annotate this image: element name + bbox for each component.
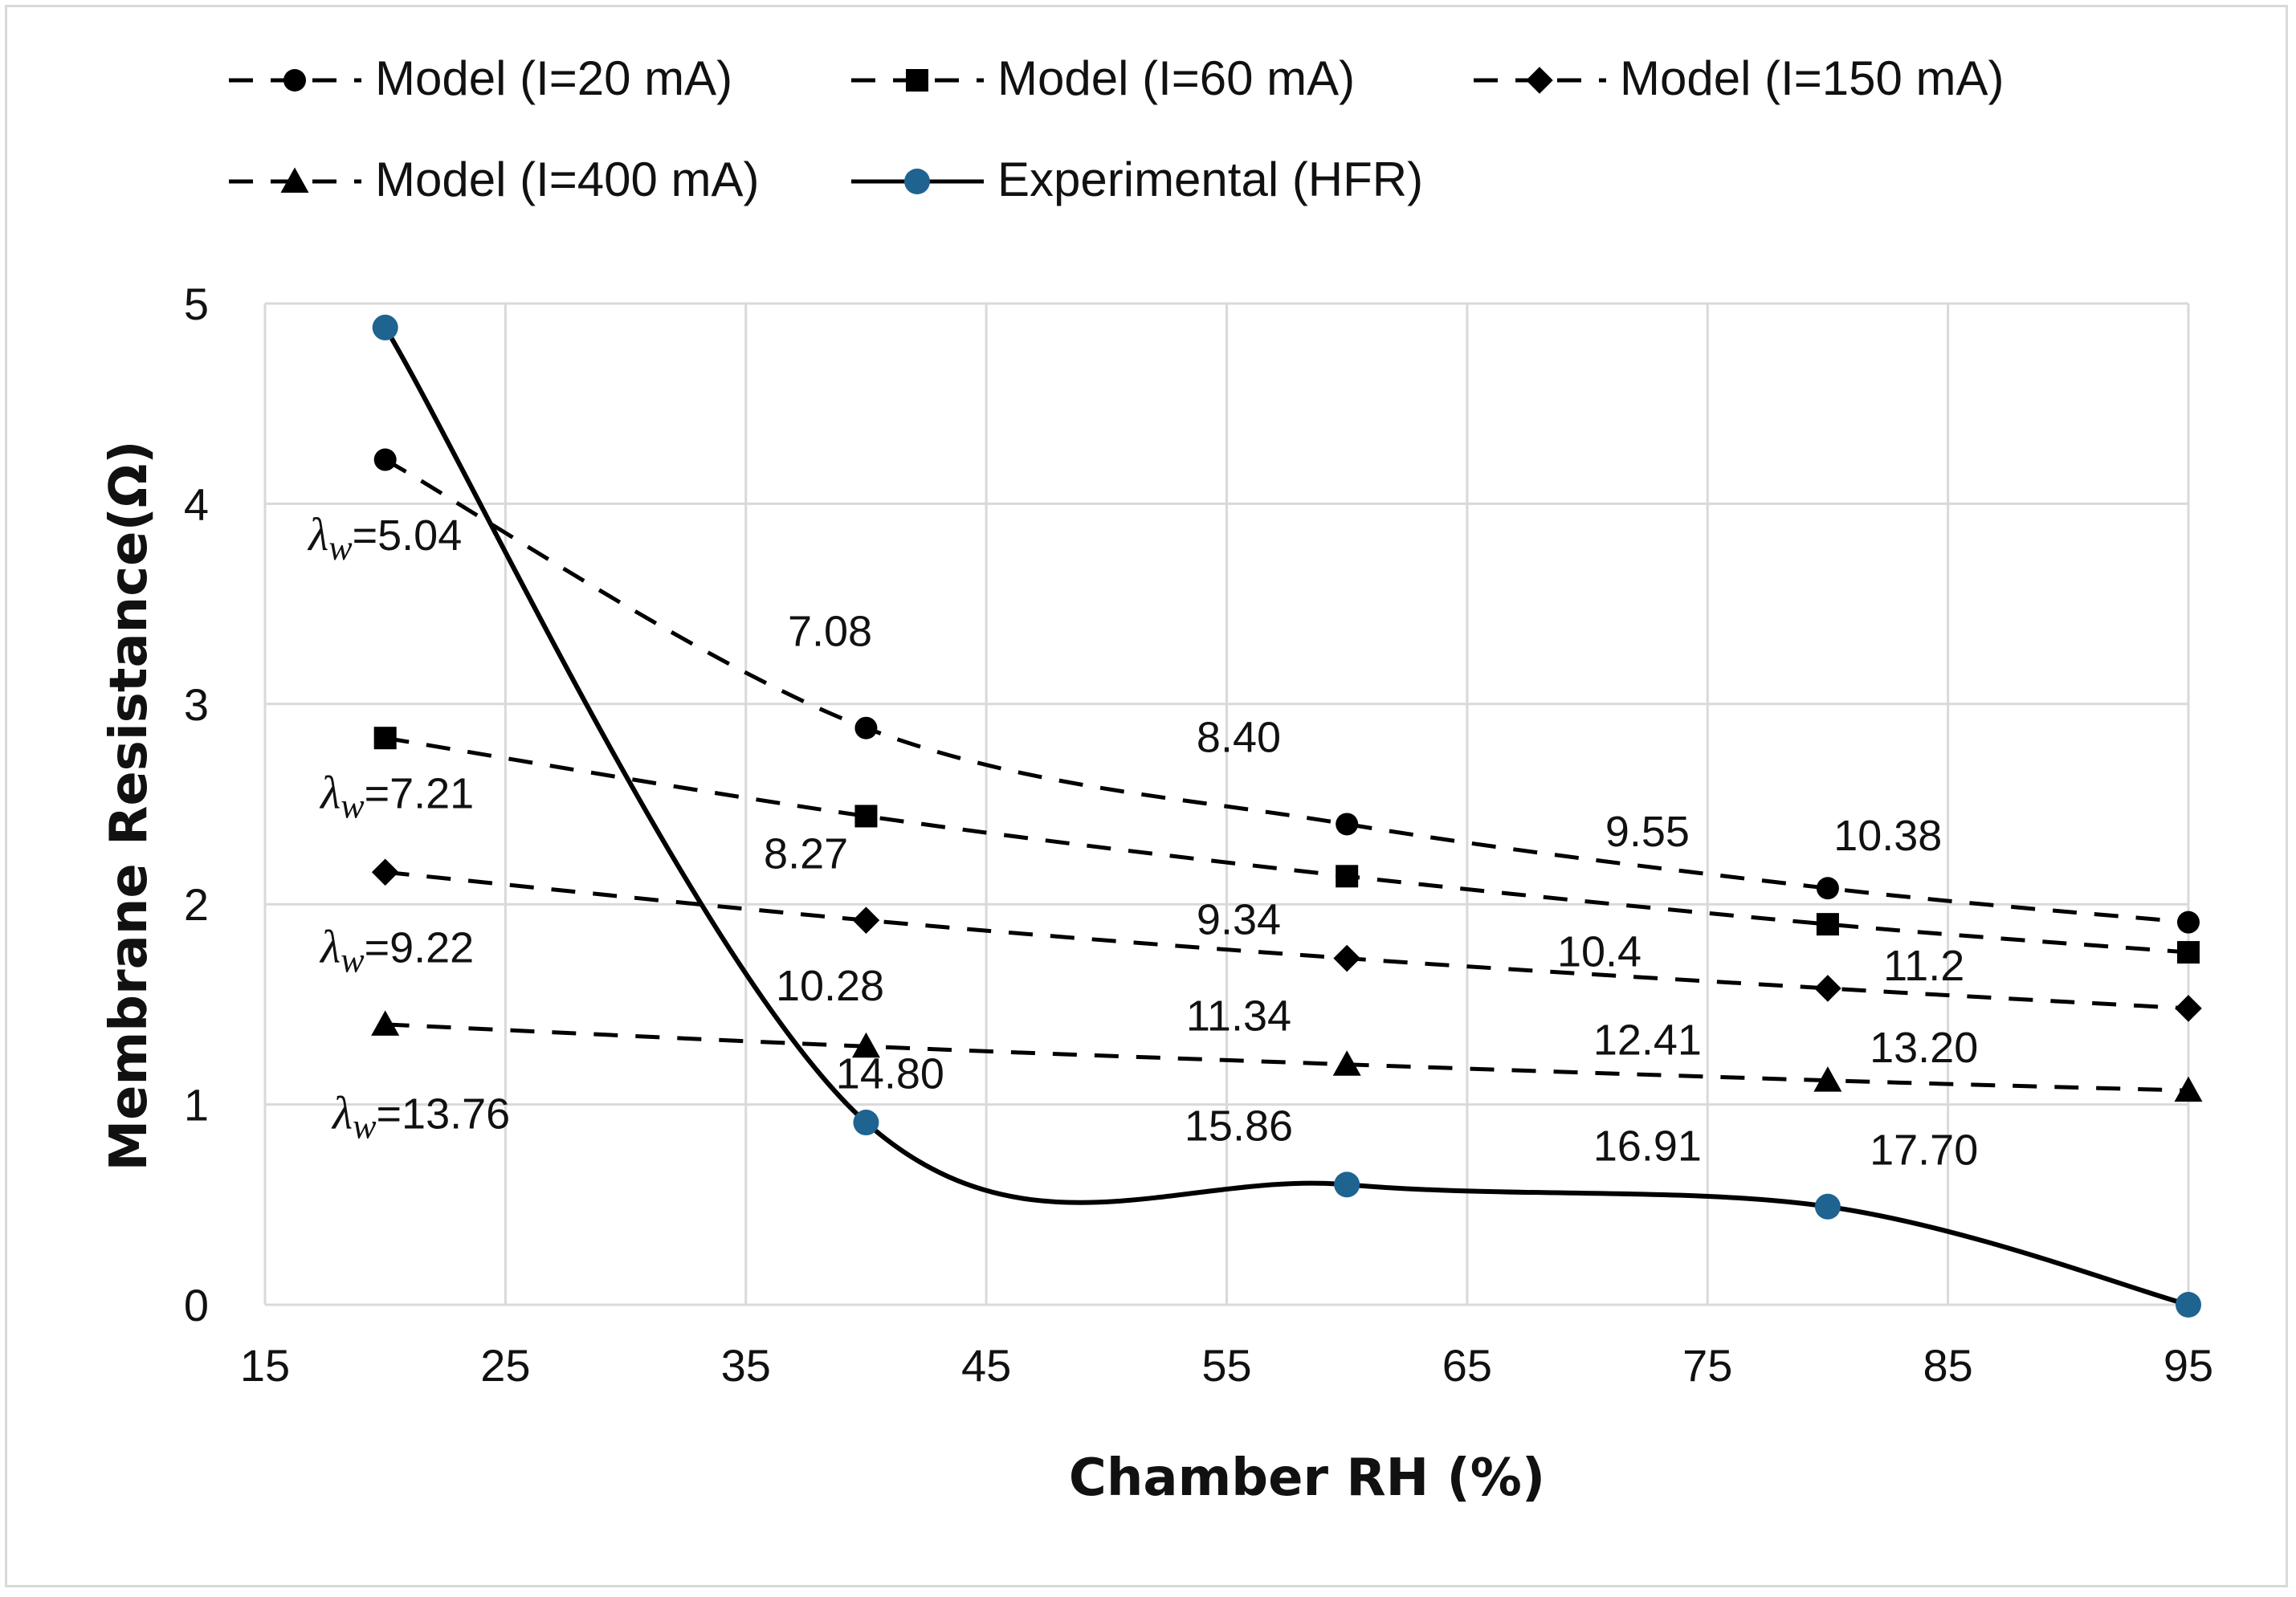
data-point-diamond	[371, 858, 399, 886]
series-line-4	[383, 326, 2189, 1307]
legend-label-1: Model (I=60 mA)	[997, 51, 1355, 105]
data-label: 8.27	[764, 829, 848, 878]
data-point-circle	[1814, 1193, 1841, 1220]
data-point-circle	[373, 448, 397, 471]
data-label: λw=9.22	[319, 921, 474, 980]
series-lines	[383, 326, 2189, 1307]
data-point-triangle	[1332, 1050, 1361, 1076]
x-tick-label: 15	[240, 1340, 290, 1391]
grid	[263, 302, 2190, 1306]
data-label: 11.2	[1883, 942, 1964, 990]
data-label: λw=5.04	[307, 508, 462, 568]
x-tick-label: 65	[1442, 1340, 1492, 1391]
data-point-square	[2177, 941, 2200, 964]
data-point-circle	[2177, 911, 2200, 934]
data-point-triangle	[280, 167, 309, 193]
y-tick-label: 0	[184, 1280, 209, 1330]
data-point-diamond	[2175, 995, 2202, 1022]
x-tick-label: 75	[1682, 1340, 1732, 1391]
data-label: λw=7.21	[319, 766, 474, 825]
y-tick-label: 4	[184, 479, 209, 529]
data-label: 17.70	[1870, 1126, 1978, 1174]
data-label: 14.80	[836, 1050, 944, 1098]
data-point-square	[854, 805, 878, 828]
y-tick-label: 3	[184, 679, 209, 730]
data-label: 8.40	[1197, 714, 1281, 762]
legend: Model (I=20 mA) Model (I=60 mA) Model (I=1…	[229, 51, 2004, 206]
data-label: 12.41	[1593, 1016, 1702, 1064]
y-tick-label: 2	[184, 879, 209, 930]
legend-label-4: Experimental (HFR)	[997, 153, 1423, 206]
data-label: 15.86	[1185, 1102, 1293, 1150]
data-point-diamond	[1526, 67, 1553, 94]
x-axis-title: Chamber RH (%)	[1069, 1448, 1545, 1508]
y-tick-label: 1	[184, 1080, 209, 1131]
data-point-circle	[2176, 1292, 2201, 1318]
x-tick-label: 35	[721, 1340, 771, 1391]
data-point-triangle	[1813, 1066, 1842, 1092]
data-labels: λw=5.04 7.08 8.40 9.55 10.38 λw=7.21 8.27 9.34 1…	[307, 508, 1978, 1175]
data-point-circle	[1816, 877, 1839, 900]
x-tick-label: 45	[961, 1340, 1011, 1391]
legend-label-3: Model (I=400 mA)	[375, 153, 760, 206]
data-label: 10.38	[1833, 812, 1942, 860]
x-tick-label: 55	[1201, 1340, 1251, 1391]
legend-label-0: Model (I=20 mA)	[375, 51, 732, 105]
series-line-2	[385, 870, 2189, 1011]
data-point-circle	[854, 716, 878, 739]
data-label: 11.34	[1186, 992, 1291, 1040]
data-point-square	[1816, 913, 1839, 936]
y-tick-label: 5	[184, 279, 209, 329]
data-label: 9.34	[1197, 896, 1281, 944]
data-point-circle	[904, 169, 930, 194]
x-tick-label: 85	[1923, 1340, 1972, 1391]
data-point-circle	[1336, 813, 1359, 836]
x-tick-label: 25	[480, 1340, 530, 1391]
series-line-0	[384, 458, 2189, 925]
y-axis-title: Membrane Resistance(Ω)	[100, 441, 159, 1171]
data-point-diamond	[1333, 944, 1360, 972]
data-point-diamond	[852, 906, 880, 934]
series-line-3	[385, 1022, 2189, 1093]
chart-frame	[5, 5, 2288, 1587]
data-point-square	[906, 69, 928, 92]
data-point-triangle	[851, 1032, 880, 1058]
data-label: 16.91	[1593, 1122, 1702, 1170]
data-point-circle	[283, 69, 306, 92]
data-point-diamond	[1814, 975, 1841, 1002]
data-point-circle	[1334, 1171, 1360, 1198]
data-label: 10.4	[1557, 928, 1641, 976]
markers	[371, 314, 2203, 1318]
data-point-circle	[853, 1110, 879, 1136]
x-tick-label: 95	[2163, 1340, 2213, 1391]
data-point-triangle	[371, 1010, 400, 1036]
data-label: 13.20	[1870, 1024, 1978, 1072]
data-label: 7.08	[788, 607, 872, 655]
data-point-square	[373, 727, 397, 750]
data-label: 9.55	[1605, 808, 1690, 856]
data-label: λw=13.76	[331, 1087, 510, 1147]
data-label: 10.28	[776, 962, 884, 1010]
data-point-square	[1336, 865, 1359, 888]
legend-label-2: Model (I=150 mA)	[1620, 51, 2004, 105]
data-point-circle	[372, 314, 398, 340]
data-point-triangle	[2174, 1076, 2203, 1102]
